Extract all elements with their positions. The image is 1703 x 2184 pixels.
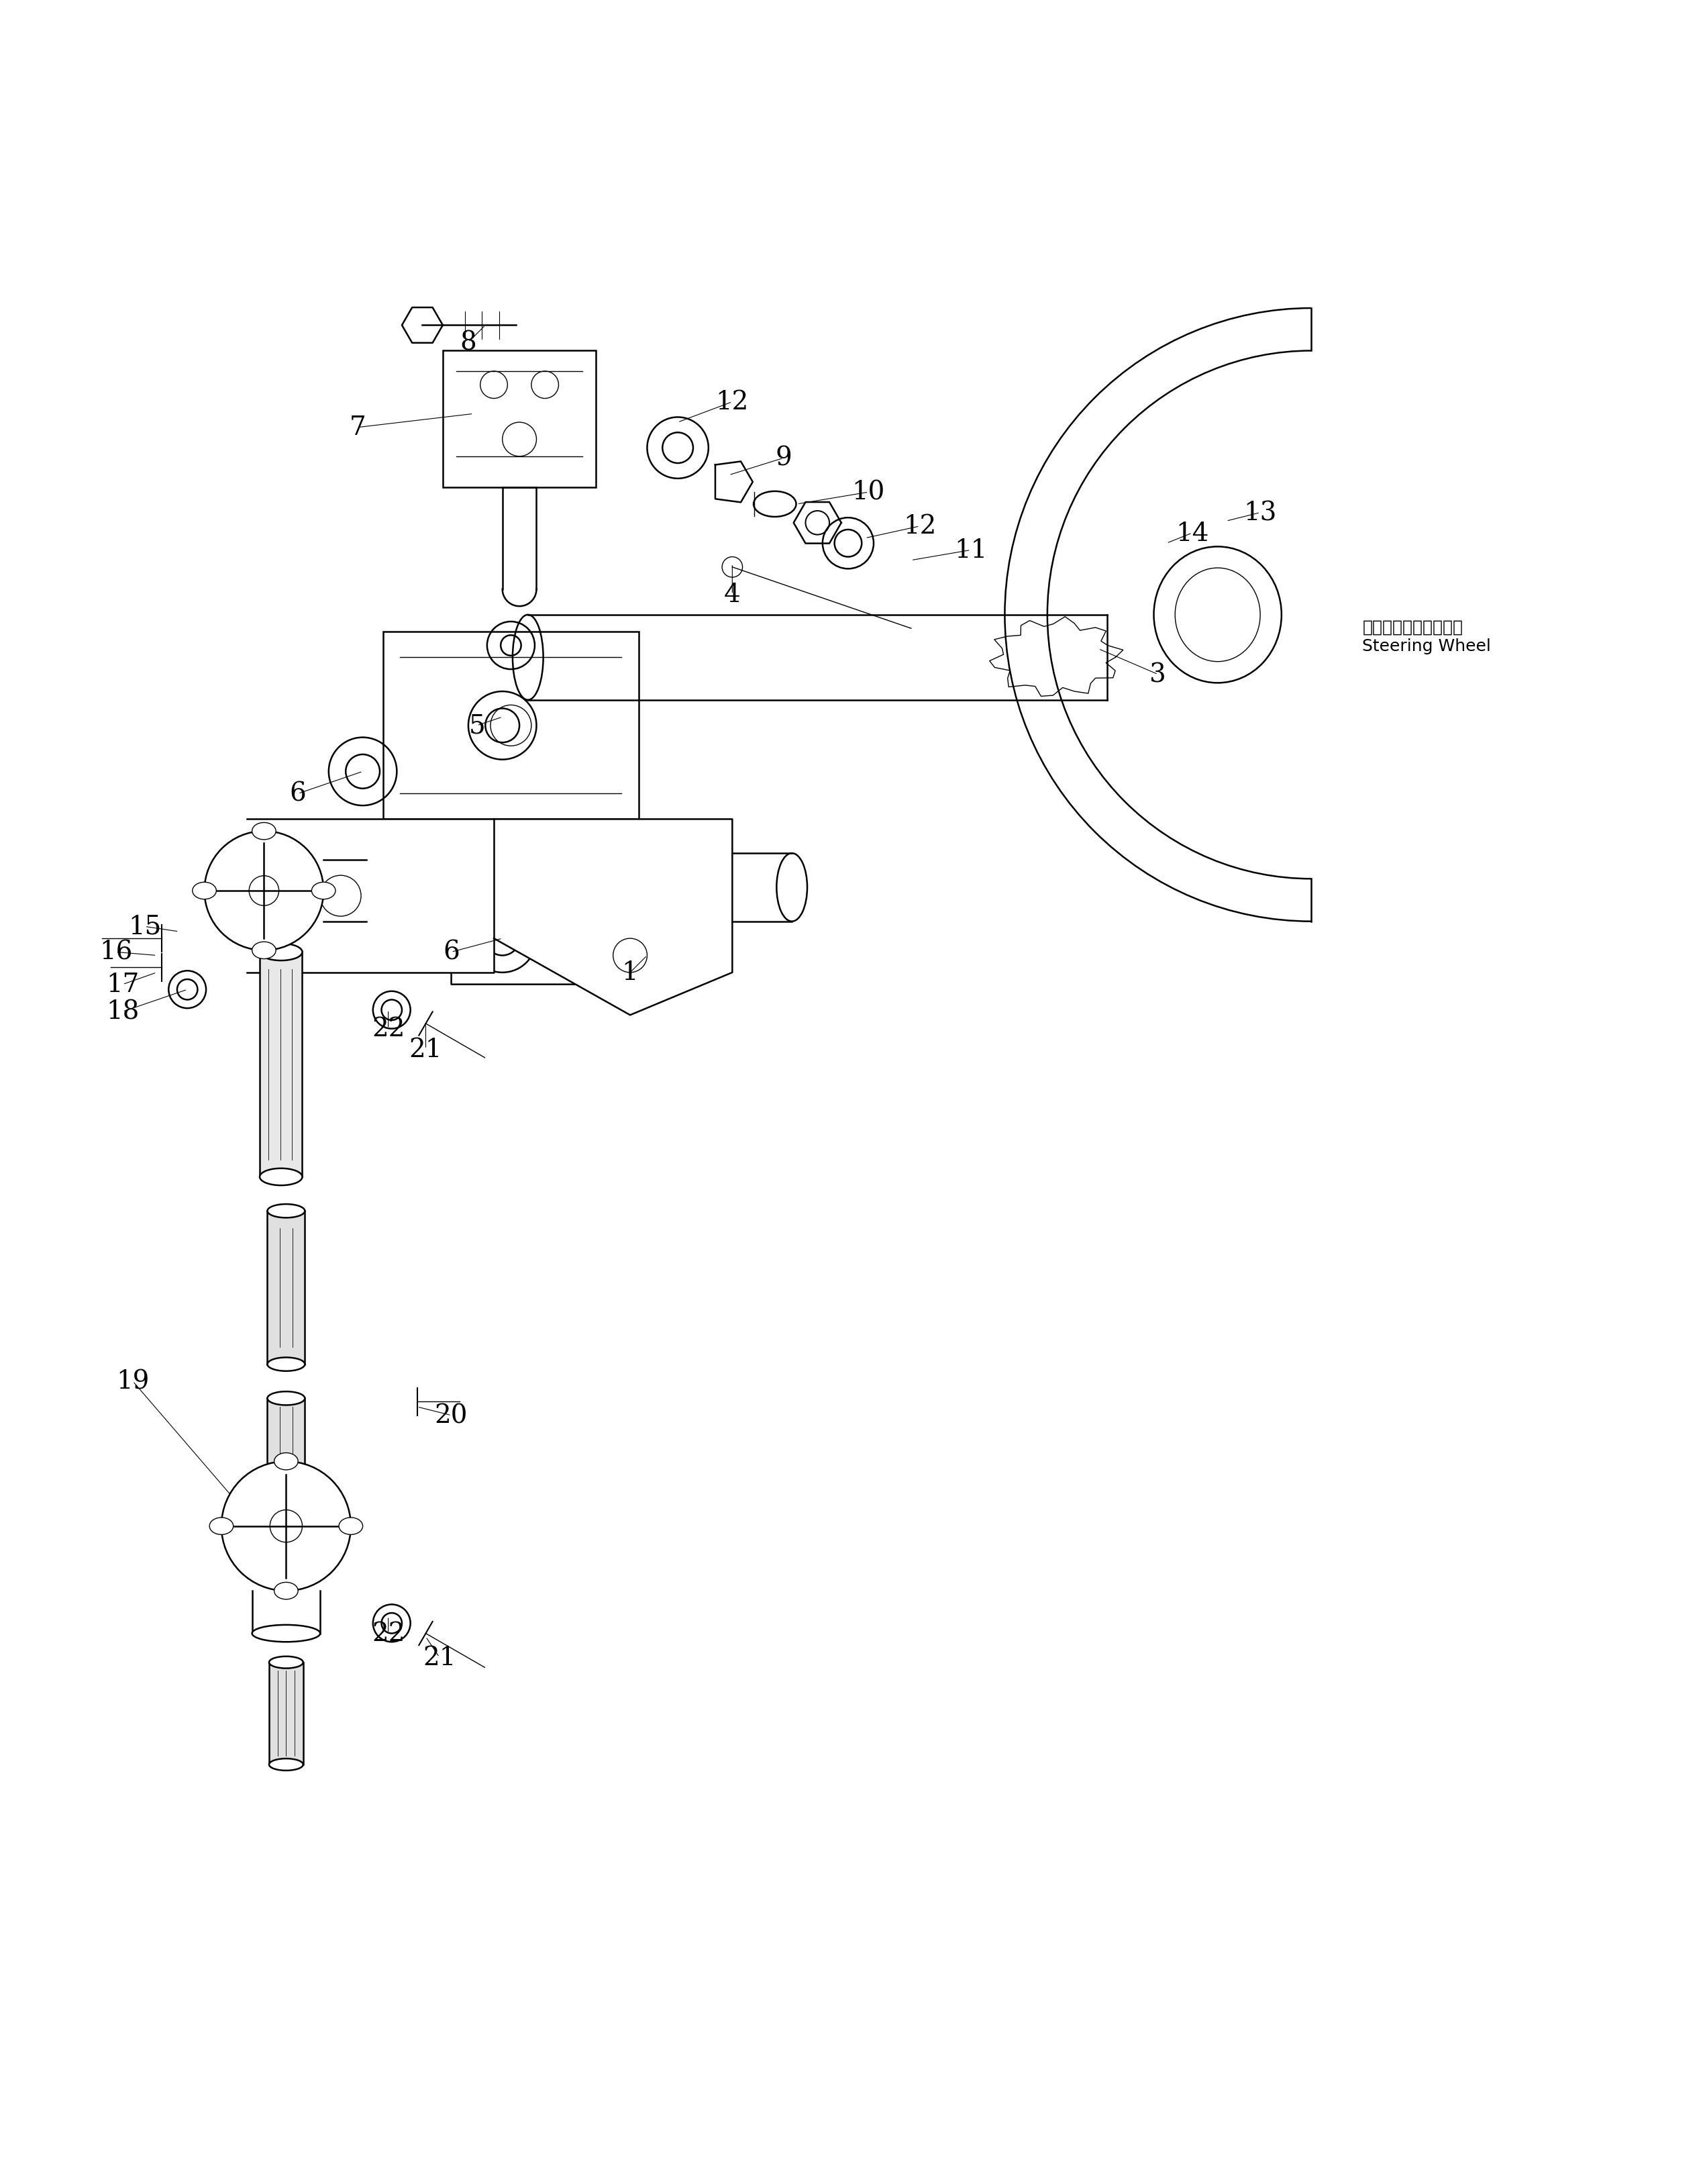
Text: 3: 3 <box>1150 662 1167 688</box>
Ellipse shape <box>192 882 216 900</box>
Text: 11: 11 <box>954 537 988 563</box>
Text: 21: 21 <box>409 1037 443 1061</box>
Text: 19: 19 <box>116 1369 150 1393</box>
Bar <box>267 1398 305 1492</box>
Ellipse shape <box>259 943 301 961</box>
Ellipse shape <box>269 1655 303 1669</box>
Polygon shape <box>247 819 494 972</box>
Ellipse shape <box>339 1518 363 1535</box>
Text: 4: 4 <box>724 583 741 607</box>
Polygon shape <box>494 819 732 1016</box>
Ellipse shape <box>209 1518 233 1535</box>
Circle shape <box>221 1461 351 1590</box>
Bar <box>443 352 596 487</box>
Text: 22: 22 <box>371 1016 405 1042</box>
Text: 5: 5 <box>468 714 485 738</box>
Text: 6: 6 <box>443 939 460 965</box>
Text: 10: 10 <box>852 480 886 505</box>
Ellipse shape <box>1153 546 1281 684</box>
Text: 12: 12 <box>715 391 749 415</box>
Text: 21: 21 <box>422 1645 456 1671</box>
Bar <box>267 1212 305 1365</box>
Text: 18: 18 <box>106 1000 140 1024</box>
Text: ステアリングホイール: ステアリングホイール <box>1362 618 1463 636</box>
Ellipse shape <box>252 823 276 841</box>
Text: Steering Wheel: Steering Wheel <box>1362 638 1492 653</box>
Text: 1: 1 <box>622 961 639 985</box>
Ellipse shape <box>267 1203 305 1219</box>
Text: 12: 12 <box>903 513 937 539</box>
Text: 16: 16 <box>99 939 133 965</box>
Text: 14: 14 <box>1175 522 1209 546</box>
Text: 15: 15 <box>128 915 162 939</box>
Text: 2: 2 <box>238 850 255 874</box>
Text: 22: 22 <box>371 1621 405 1647</box>
Text: 8: 8 <box>460 330 477 356</box>
Bar <box>259 952 301 1177</box>
Ellipse shape <box>312 882 335 900</box>
Bar <box>269 1662 303 1765</box>
Text: 7: 7 <box>349 415 366 441</box>
Text: 9: 9 <box>775 446 792 472</box>
Ellipse shape <box>513 616 543 701</box>
Ellipse shape <box>267 1358 305 1372</box>
Ellipse shape <box>269 1758 303 1771</box>
Text: 6: 6 <box>290 782 307 806</box>
Text: 17: 17 <box>106 972 140 998</box>
Ellipse shape <box>274 1583 298 1599</box>
Bar <box>383 631 639 819</box>
Circle shape <box>204 832 324 950</box>
Text: 13: 13 <box>1243 500 1277 526</box>
Ellipse shape <box>267 1485 305 1498</box>
Text: 20: 20 <box>434 1402 468 1428</box>
Ellipse shape <box>252 941 276 959</box>
Ellipse shape <box>267 1391 305 1404</box>
Ellipse shape <box>274 1452 298 1470</box>
Ellipse shape <box>259 1168 301 1186</box>
Ellipse shape <box>252 1625 320 1642</box>
